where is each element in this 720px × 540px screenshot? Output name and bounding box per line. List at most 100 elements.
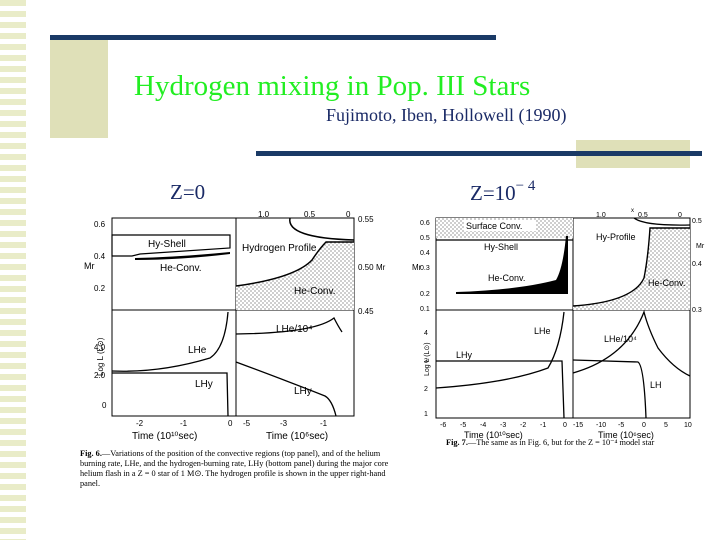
- fig7-label-he-conv-left: He-Conv.: [488, 273, 525, 283]
- fig7-label-surface-conv: Surface Conv.: [466, 221, 522, 231]
- fig7-right-tick: 0.4: [692, 261, 702, 268]
- fig7-he-conv-region: [573, 228, 690, 310]
- fig6-he-conv-shape: [135, 252, 230, 260]
- fig6-xtick: -5: [243, 419, 251, 428]
- z1e-4-base: Z=10: [470, 181, 516, 205]
- fig7-surface-conv-label-bg: [464, 220, 536, 231]
- fig6-hy-shell-curve: [111, 234, 231, 257]
- fig6-right-label-mr: Mr: [376, 263, 386, 272]
- fig7-he-conv-shape: [456, 236, 568, 294]
- fig7-right-tick: 0.5: [692, 218, 702, 225]
- fig6-label-hydrogen-profile: Hydrogen Profile: [242, 243, 317, 254]
- fig6-xlabel-left: Time (10¹⁰sec): [132, 431, 197, 442]
- fig7-xtick: -5: [618, 422, 624, 429]
- fig7-ytick: 0.3: [420, 265, 430, 272]
- fig7-xtick: -10: [596, 422, 606, 429]
- fig7-caption: Fig. 7.—The same as in Fig. 6, but for t…: [446, 438, 716, 448]
- fig6-xtick: -1: [180, 419, 188, 428]
- fig6-label-lhe-104: LHe/10⁴: [276, 324, 313, 335]
- fig7-top-label-x: x: [631, 208, 634, 214]
- fig6-xtick: 0: [228, 419, 233, 428]
- fig6-he-conv-boundary: [235, 241, 354, 287]
- fig6-right-tick: 0.50: [358, 263, 374, 272]
- fig7-label-lhe-104: LHe/10⁴: [604, 334, 637, 344]
- fig7-xtick: -6: [440, 422, 446, 429]
- fig7-ytick: 0.2: [420, 291, 430, 298]
- fig6-caption: Fig. 6.—Variations of the position of th…: [80, 449, 390, 489]
- fig7-xtick: 0: [563, 422, 567, 429]
- fig7-ytick: 3: [424, 358, 428, 365]
- fig6-xlabel-right: Time (10⁶sec): [266, 431, 328, 442]
- fig6-label-lhy-right: LHy: [294, 386, 312, 397]
- fig7-ytick: 1: [424, 411, 428, 418]
- fig7-lhe-104-curve: [572, 309, 691, 377]
- fig7-lhy-curve: [436, 360, 565, 419]
- fig7-xtick: 10: [684, 422, 692, 429]
- decorative-stripes: [0, 0, 26, 540]
- fig6-label-he-conv-left: He-Conv.: [160, 263, 202, 274]
- fig7-hy-profile-curve: [633, 217, 691, 226]
- fig6-ytick: 0.4: [94, 252, 106, 261]
- fig7-ytick: 4: [424, 330, 428, 337]
- fig7-top-tick: 0.5: [638, 212, 648, 219]
- fig6-ylabel-logl: Log L (L⊙): [96, 337, 105, 376]
- fig6-top-tick: 0: [346, 210, 351, 219]
- fig7-label-lh: LH: [650, 380, 662, 390]
- fig6-label-hy-shell: Hy-Shell: [148, 239, 186, 250]
- fig6-ytick: 0.6: [94, 220, 106, 229]
- fig6-xtick: -3: [280, 419, 288, 428]
- top-divider-bar: [50, 35, 496, 40]
- fig7-ytick: 2: [424, 386, 428, 393]
- fig7-xtick: -2: [520, 422, 526, 429]
- fig7-ytick: 0.1: [420, 306, 430, 313]
- fig7-label-lhy: LHy: [456, 350, 473, 360]
- fig7-label-hy-profile: Hy-Profile: [596, 232, 636, 242]
- fig7-lhe-curve: [435, 311, 565, 389]
- fig7-right-label-mr: Mr: [696, 243, 705, 250]
- fig6-caption-text: —Variations of the position of the conve…: [80, 449, 389, 488]
- fig7-ylabel-mr: Mr: [412, 263, 422, 272]
- fig6-lhe-104-curve: [235, 316, 343, 335]
- fig7-label-hy-shell: Hy-Shell: [484, 242, 518, 252]
- z1e-4-exponent: − 4: [515, 178, 536, 194]
- fig6-ytick: 0: [102, 401, 107, 410]
- fig7-xtick: 5: [664, 422, 668, 429]
- fig6-lhe-curve: [111, 311, 229, 372]
- fig7-xlabel-right: Time (10⁶sec): [598, 430, 654, 440]
- fig6-caption-lead: Fig. 6.: [80, 449, 102, 458]
- fig7-label-lhe: LHe: [534, 326, 551, 336]
- fig6-bottom-left-frame: [111, 309, 237, 417]
- fig7-xtick: -5: [460, 422, 466, 429]
- fig6-he-conv-region: [236, 242, 354, 310]
- fig7-he-conv-boundary: [572, 227, 690, 307]
- slide-authors: Fujimoto, Iben, Hollowell (1990): [326, 105, 567, 125]
- fig6-lhy-curve: [112, 372, 229, 417]
- fig7-bottom-left-frame: [435, 309, 574, 419]
- fig7-ytick: 0.5: [420, 235, 430, 242]
- fig7-lh-curve: [572, 359, 647, 419]
- fig6-ytick: 0.2: [94, 284, 106, 293]
- figure-6: Hy-Shell He-Conv. Mr 0.6 0.4 0.2 Hydroge…: [84, 210, 386, 442]
- fig6-top-tick: 0.5: [304, 210, 316, 219]
- z0-label: Z=0: [170, 180, 206, 204]
- fig7-ytick: 0.4: [420, 250, 430, 257]
- fig7-label-he-conv-right: He-Conv.: [648, 278, 685, 288]
- fig6-top-tick: 1.0: [258, 210, 270, 219]
- fig7-xtick: -1: [540, 422, 546, 429]
- fig7-xtick: -15: [573, 422, 583, 429]
- fig6-ytick: 4.0: [94, 343, 106, 352]
- fig6-label-lhy: LHy: [195, 379, 213, 390]
- fig6-ytick: 2.0: [94, 371, 106, 380]
- fig6-ylabel-mr: Mr: [84, 261, 95, 271]
- fig6-xtick: -2: [136, 419, 144, 428]
- z1e-4-label: Z=10− 4: [470, 178, 536, 206]
- fig7-top-tick: 0: [678, 212, 682, 219]
- fig6-xtick: -1: [320, 419, 328, 428]
- fig6-hydrogen-profile-curve: [289, 217, 355, 241]
- fig6-right-tick: 0.55: [358, 215, 374, 224]
- bottom-divider-bar: [256, 151, 702, 156]
- slide-title: Hydrogen mixing in Pop. III Stars: [134, 70, 531, 102]
- fig7-ylabel-logl: Log L (L⊙): [424, 342, 431, 376]
- fig7-top-tick: 1.0: [596, 212, 606, 219]
- fig7-caption-lead: Fig. 7.: [446, 438, 468, 447]
